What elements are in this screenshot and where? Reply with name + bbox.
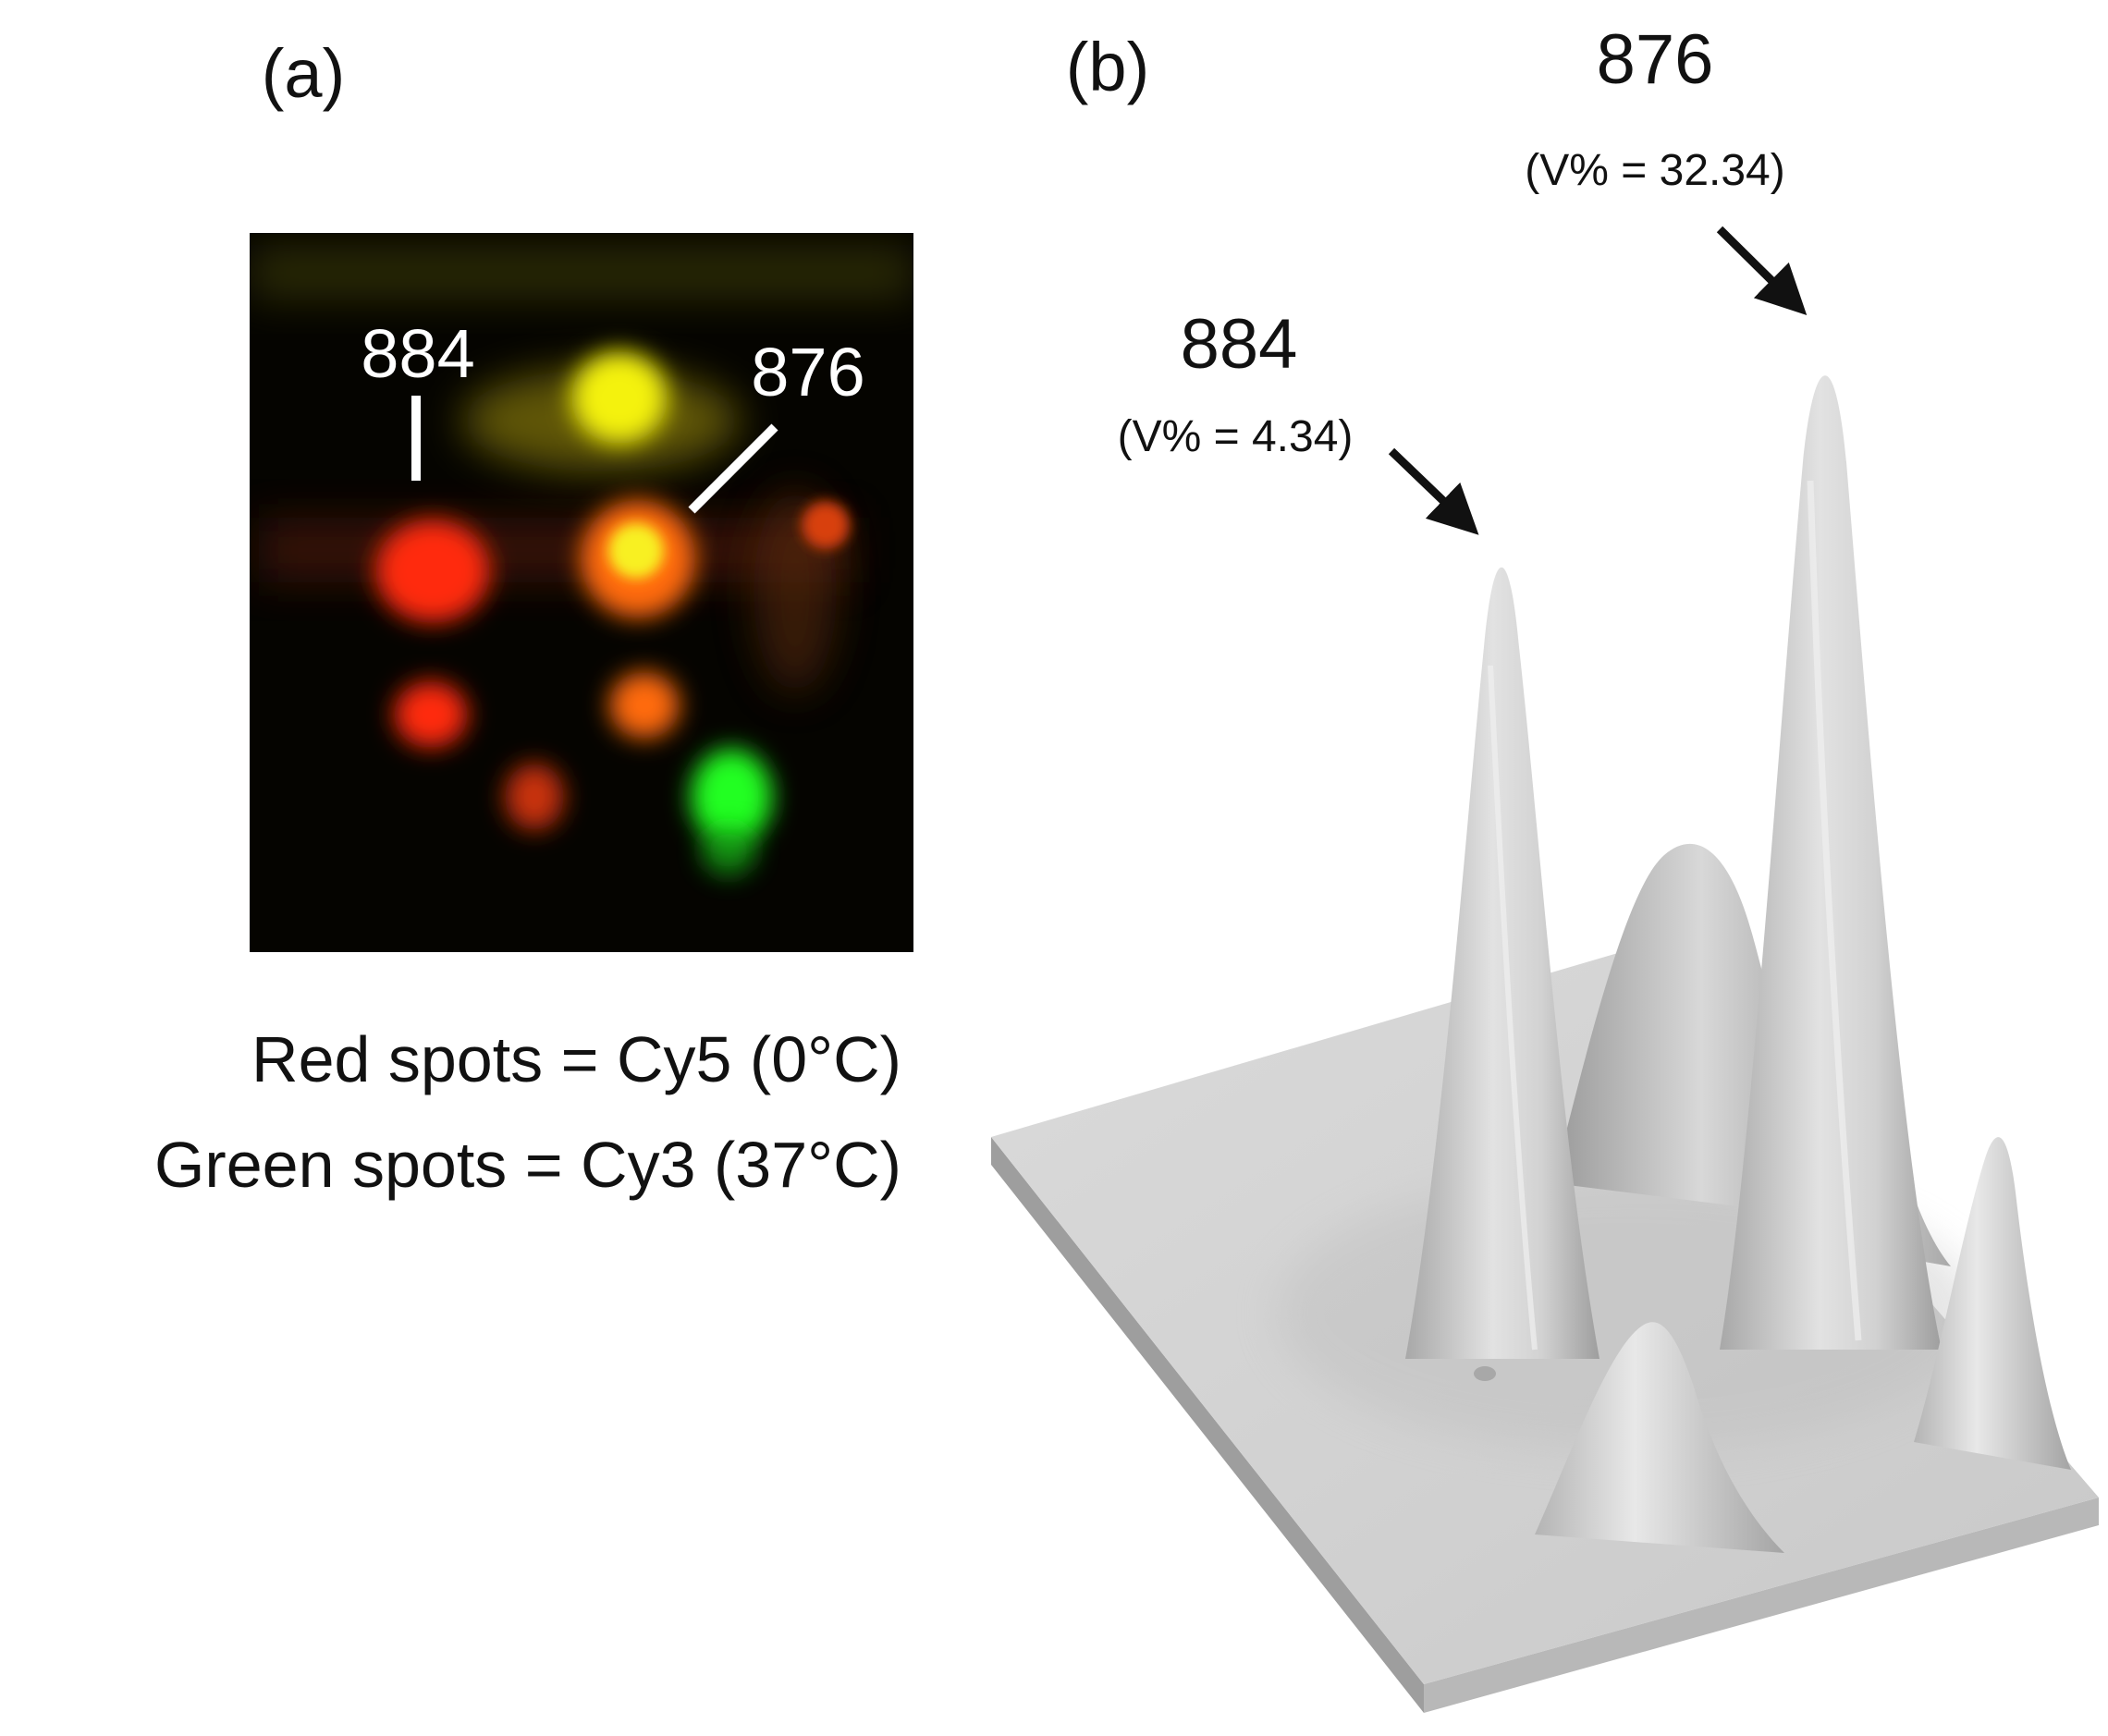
- spot-876-core: [608, 523, 664, 579]
- peak-right-small: [1914, 1137, 2071, 1470]
- spot-small-right: [802, 501, 850, 549]
- spot-label-876: 876: [751, 334, 864, 410]
- arrow-884: [1388, 447, 1479, 535]
- peak-volume-876: (V% = 32.34): [1525, 146, 1784, 195]
- spot-884: [375, 520, 490, 623]
- arrow-876: [1716, 226, 1808, 315]
- slab-front-edge: [1424, 1498, 2099, 1713]
- leader-line-876: [688, 423, 778, 514]
- horizontal-smear: [259, 518, 851, 582]
- top-smear: [250, 245, 913, 300]
- peak-front-small: [1535, 1322, 1784, 1553]
- gel-image: [250, 233, 913, 952]
- legend-red: Red spots = Cy5 (0°C): [251, 1023, 901, 1095]
- surface-dimple: [1474, 1366, 1496, 1381]
- surface-plot-3d: [991, 375, 2099, 1713]
- peak-volume-884: (V% = 4.34): [1118, 412, 1354, 461]
- panel-a-label: (a): [262, 35, 345, 112]
- peak-label-884: 884: [1181, 305, 1298, 384]
- legend-green: Green spots = Cy3 (37°C): [154, 1129, 901, 1201]
- highlight-884: [1488, 665, 1538, 1351]
- spot-red-low: [505, 764, 564, 830]
- spot-label-884: 884: [361, 315, 474, 392]
- peak-label-876: 876: [1597, 20, 1714, 99]
- spot-yellow-top: [571, 351, 668, 444]
- spot-orange-mid: [609, 672, 680, 739]
- slab-left-edge: [991, 1137, 1424, 1713]
- peak-876: [1720, 375, 1942, 1350]
- highlight-876: [1807, 480, 1862, 1341]
- spot-green-tail: [701, 825, 756, 876]
- panel-b-label: (b): [1066, 29, 1149, 105]
- peak-884: [1405, 567, 1599, 1359]
- spot-green: [691, 749, 772, 845]
- spot-red-mid: [394, 681, 468, 748]
